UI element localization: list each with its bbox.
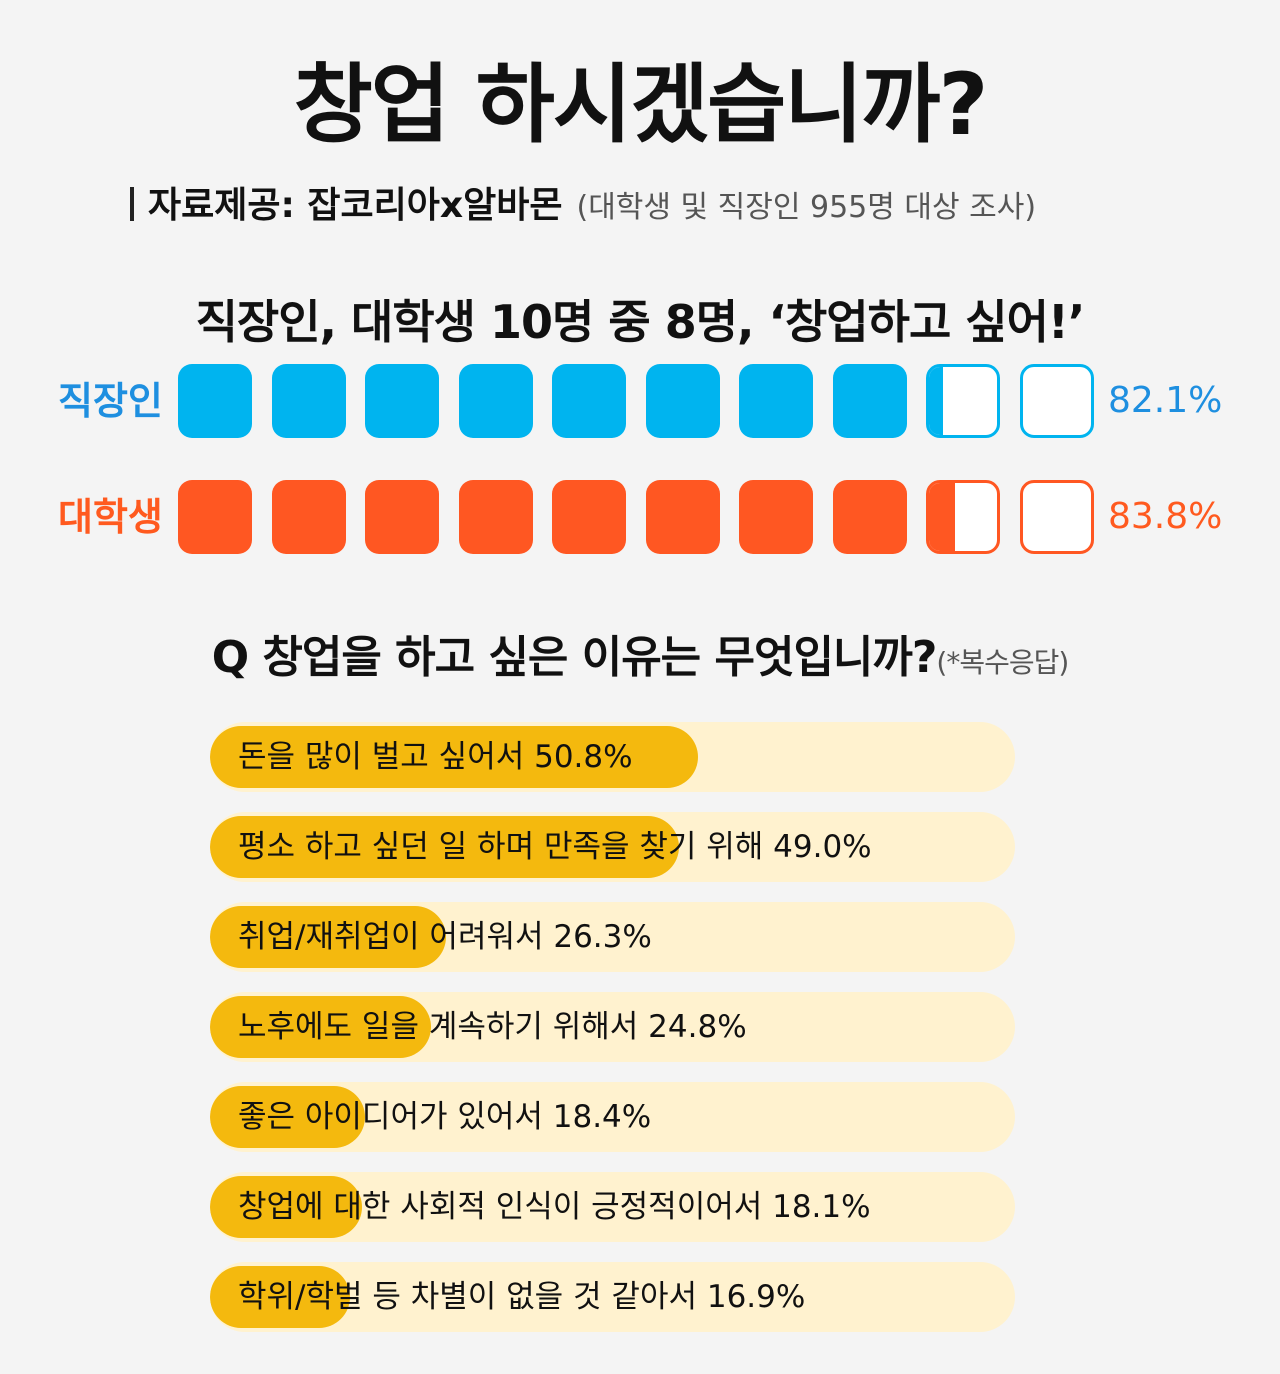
student-box-fill (739, 480, 813, 554)
student-box (739, 480, 813, 554)
student-box-fill (929, 483, 955, 551)
office-box (1020, 364, 1094, 438)
office-box-fill (646, 364, 720, 438)
reason-row: 돈을 많이 벌고 싶어서 50.8% (210, 722, 1015, 792)
reason-label: 돈을 많이 벌고 싶어서 50.8% (238, 739, 633, 775)
office-box (552, 364, 626, 438)
office-box-fill (739, 364, 813, 438)
office-box-fill (929, 367, 944, 435)
student-box-fill (178, 480, 252, 554)
student-box (833, 480, 907, 554)
office-box (459, 364, 533, 438)
reason-bar (210, 996, 431, 1058)
source-line: 자료제공: 잡코리아x알바몬 (대학생 및 직장인 955명 대상 조사) (130, 182, 1190, 232)
office-box (739, 364, 813, 438)
office-box (833, 364, 907, 438)
reason-label: 취업/재취업이 어려워서 26.3% (238, 919, 652, 955)
reason-bar (210, 906, 446, 968)
reason-label: 좋은 아이디어가 있어서 18.4% (238, 1099, 652, 1135)
reason-label: 학위/학벌 등 차별이 없을 것 같아서 16.9% (238, 1279, 806, 1315)
student-box (272, 480, 346, 554)
reason-bar (210, 1086, 365, 1148)
office-box (646, 364, 720, 438)
office-value: 82.1% (1108, 380, 1223, 421)
section2-question: Q 창업을 하고 싶은 이유는 무엇입니까?(*복수응답) (0, 626, 1280, 695)
student-box-row (178, 480, 1096, 554)
question-note: (*복수응답) (936, 646, 1069, 679)
reason-bar (210, 726, 698, 788)
source-divider (130, 187, 134, 221)
student-box-fill (552, 480, 626, 554)
office-box (926, 364, 1000, 438)
office-box (365, 364, 439, 438)
section1-headline: 직장인, 대학생 10명 중 8명, ‘창업하고 싶어!’ (195, 295, 1086, 349)
office-box-fill (552, 364, 626, 438)
office-box (178, 364, 252, 438)
student-box-fill (459, 480, 533, 554)
reason-row: 좋은 아이디어가 있어서 18.4% (210, 1082, 1015, 1152)
reason-row: 평소 하고 싶던 일 하며 만족을 찾기 위해 49.0% (210, 812, 1015, 882)
student-value: 83.8% (1108, 496, 1223, 537)
office-box-fill (833, 364, 907, 438)
reason-label: 노후에도 일을 계속하기 위해서 24.8% (238, 1009, 747, 1045)
reason-bar (210, 1176, 362, 1238)
student-box-fill (646, 480, 720, 554)
question-text: Q 창업을 하고 싶은 이유는 무엇입니까? (211, 632, 938, 683)
student-box (552, 480, 626, 554)
reason-row: 창업에 대한 사회적 인식이 긍정적이어서 18.1% (210, 1172, 1015, 1242)
reason-bar (210, 816, 679, 878)
office-box-fill (178, 364, 252, 438)
office-box-fill (459, 364, 533, 438)
student-box (459, 480, 533, 554)
office-label: 직장인 (58, 379, 163, 423)
source-text: 자료제공: 잡코리아x알바몬 (148, 185, 563, 226)
student-box (178, 480, 252, 554)
student-box (365, 480, 439, 554)
student-box-fill (833, 480, 907, 554)
student-label: 대학생 (58, 495, 163, 539)
office-box (272, 364, 346, 438)
office-box-fill (272, 364, 346, 438)
reason-bar (210, 1266, 350, 1328)
student-box-fill (272, 480, 346, 554)
reason-row: 취업/재취업이 어려워서 26.3% (210, 902, 1015, 972)
source-note: (대학생 및 직장인 955명 대상 조사) (576, 190, 1037, 225)
reason-row: 노후에도 일을 계속하기 위해서 24.8% (210, 992, 1015, 1062)
student-box (646, 480, 720, 554)
reason-label: 평소 하고 싶던 일 하며 만족을 찾기 위해 49.0% (238, 829, 872, 865)
reason-row: 학위/학벌 등 차별이 없을 것 같아서 16.9% (210, 1262, 1015, 1332)
reason-label: 창업에 대한 사회적 인식이 긍정적이어서 18.1% (238, 1189, 871, 1225)
student-box (1020, 480, 1094, 554)
office-box-row (178, 364, 1096, 438)
student-box (926, 480, 1000, 554)
office-box-fill (365, 364, 439, 438)
student-box-fill (365, 480, 439, 554)
page-title: 창업 하시겠습니까? (293, 55, 989, 155)
